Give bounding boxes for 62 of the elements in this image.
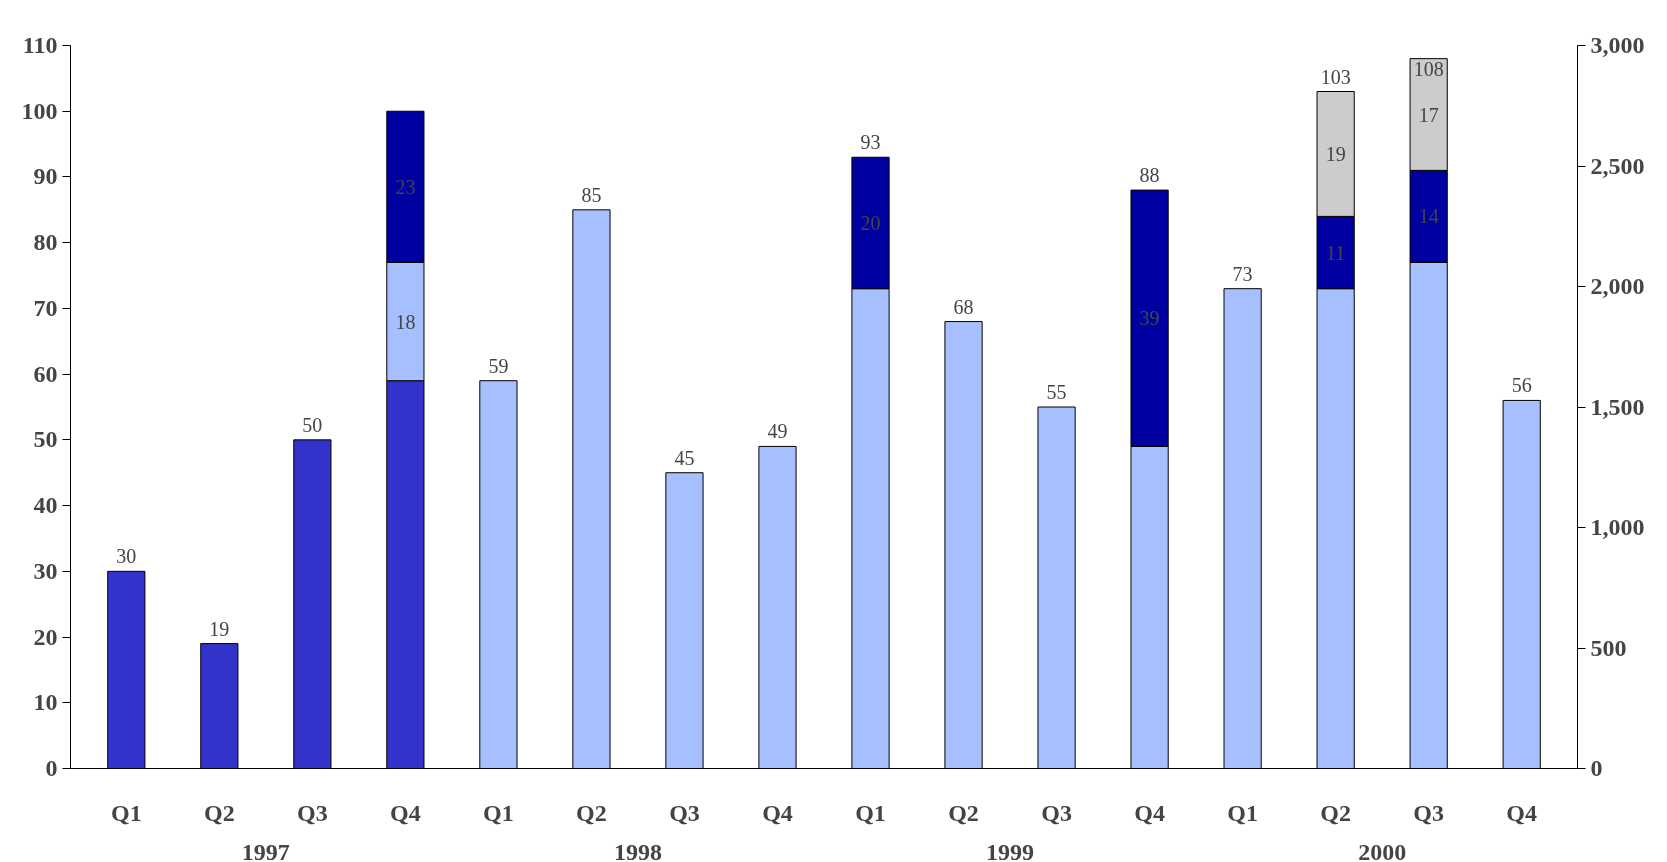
- y-tick-label: 80: [33, 229, 58, 256]
- y-tick-label: 50: [33, 426, 58, 453]
- y2-tick-label: 3,000: [1590, 32, 1645, 58]
- x-tick-label: Q1: [483, 799, 514, 826]
- x-tick-label: Q3: [1041, 799, 1072, 826]
- total-label: 103: [1320, 65, 1351, 88]
- total-label: 73: [1232, 262, 1253, 285]
- x-tick-label: Q1: [855, 799, 886, 826]
- total-label: 19: [209, 617, 230, 640]
- y-tick-label: 40: [33, 492, 58, 519]
- data-label: 20: [860, 211, 881, 234]
- x-tick-label: Q1: [110, 799, 142, 826]
- y-tick-label: 10: [33, 689, 58, 716]
- total-label: 50: [302, 413, 323, 436]
- data-label: 19: [1325, 142, 1346, 165]
- x-tick-label: Q2: [576, 799, 607, 826]
- y-tick-label: 20: [33, 623, 58, 650]
- data-label: 18: [395, 310, 416, 333]
- x-tick-label: Q2: [1320, 799, 1351, 826]
- total-label: 88: [1139, 164, 1160, 187]
- total-label: 59: [488, 354, 509, 377]
- total-label: 56: [1511, 374, 1532, 397]
- text: 1997: [241, 838, 290, 862]
- y-tick-label: 100: [21, 97, 58, 124]
- data-label: 23: [395, 175, 416, 198]
- total-label: 93: [860, 131, 881, 154]
- x-tick-label: Q4: [762, 799, 793, 826]
- x-tick-label: Q2: [948, 799, 979, 826]
- x-tick-label: Q4: [390, 799, 421, 826]
- data-label: 39: [1139, 307, 1160, 330]
- text: 1998: [613, 838, 662, 862]
- total-label: 68: [953, 295, 974, 318]
- y-tick-label: 110: [22, 32, 58, 58]
- y2-tick-label: 2,000: [1590, 273, 1645, 299]
- y2-tick-label: 0: [1590, 755, 1603, 781]
- text: 2000: [1358, 838, 1407, 862]
- y-tick-label: 30: [33, 557, 58, 584]
- x-tick-label: Q2: [204, 799, 235, 826]
- total-label: 55: [1046, 381, 1067, 403]
- y-tick-label: 70: [33, 294, 58, 321]
- y-tick-label: 0: [45, 755, 58, 781]
- total-label: 49: [767, 420, 788, 443]
- x-tick-label: Q3: [669, 799, 700, 826]
- y-tick-label: 90: [33, 163, 58, 190]
- x-tick-label: Q4: [1134, 799, 1165, 826]
- y2-tick-label: 500: [1590, 634, 1627, 661]
- total-label: 45: [674, 446, 695, 469]
- y2-tick-label: 1,000: [1590, 514, 1645, 540]
- total-label: 30: [116, 545, 137, 568]
- y2-tick-label: 1,500: [1590, 393, 1645, 420]
- x-tick-label: Q3: [297, 799, 328, 826]
- data-label: 11: [1326, 241, 1346, 264]
- y-tick-label: 60: [33, 360, 58, 387]
- x-tick-label: Q3: [1413, 799, 1444, 826]
- data-label: 14: [1418, 205, 1439, 228]
- data-label: 17: [1418, 103, 1439, 126]
- total-label: 108: [1413, 57, 1444, 80]
- y2-tick-label: 2,500: [1590, 152, 1645, 179]
- x-tick-label: Q1: [1227, 799, 1258, 826]
- x-tick-label: Q4: [1506, 799, 1538, 826]
- total-label: 85: [581, 183, 602, 206]
- text: 1999: [986, 838, 1035, 862]
